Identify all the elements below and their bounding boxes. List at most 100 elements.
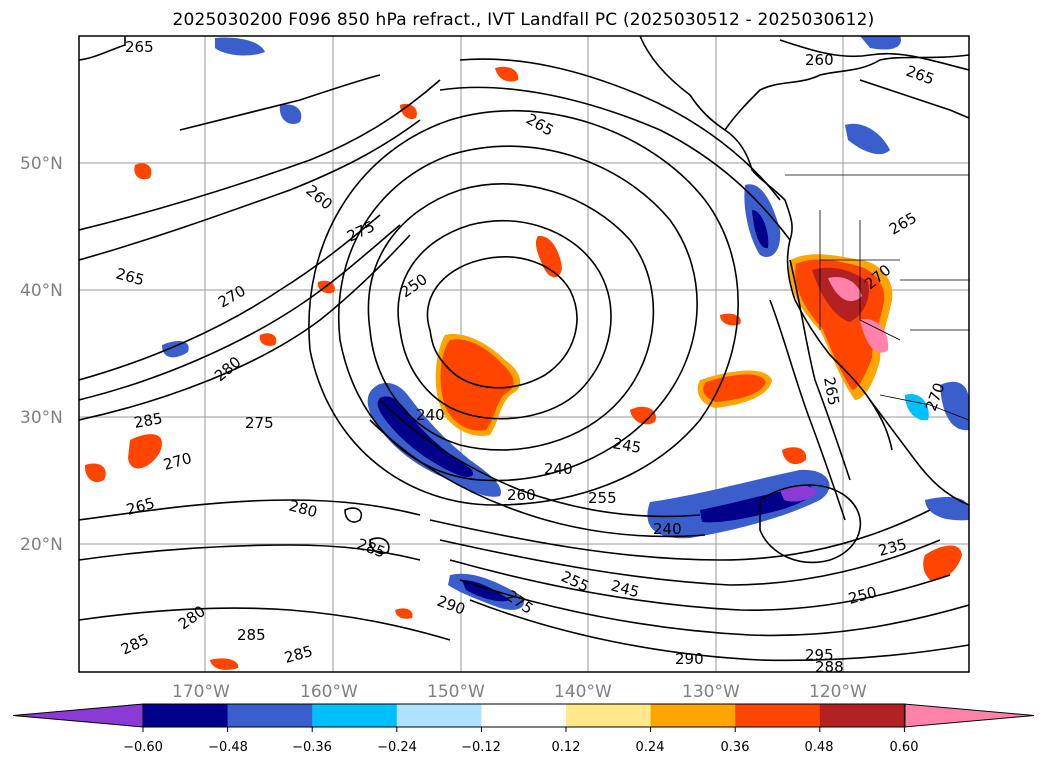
contour-label: 285 xyxy=(133,409,164,432)
contour-sw-band-2 xyxy=(79,224,401,401)
neg-region-ne-2 xyxy=(845,123,890,155)
colorbar-tick-label: −0.12 xyxy=(461,740,501,755)
map-title: 2025030200 F096 850 hPa refract., IVT La… xyxy=(172,10,875,30)
lon-label-120w: 120°W xyxy=(809,682,867,702)
colorbar-swatch xyxy=(735,704,821,727)
contour-south-west-2 xyxy=(79,544,421,561)
contour-east-2 xyxy=(769,299,846,521)
pos-region-dot-9 xyxy=(720,313,741,326)
colorbar-swatch xyxy=(481,704,567,727)
contour-bottom-1 xyxy=(79,607,451,641)
colorbar-swatch xyxy=(819,704,905,727)
contour-sw-band-3 xyxy=(79,234,411,421)
pos-region-dot-2 xyxy=(630,406,656,425)
lat-label-30n: 30°N xyxy=(20,408,63,428)
contour-south-1 xyxy=(429,509,931,561)
pos-region-dot-3 xyxy=(782,447,807,465)
colorbar-ticks xyxy=(142,727,905,732)
colorbar-tick-label: 0.60 xyxy=(890,740,919,755)
colorbar-swatch xyxy=(312,704,398,727)
contour-label: 275 xyxy=(245,414,274,432)
contour-label: 245 xyxy=(611,434,642,457)
contour-north-1 xyxy=(459,58,781,201)
map-frame xyxy=(78,35,970,673)
contour-low-center xyxy=(426,256,578,389)
contour-label: 265 xyxy=(125,38,154,56)
colorbar-tick-label: −0.48 xyxy=(208,740,248,755)
negative-anomaly-shading xyxy=(162,36,969,610)
pos-region-dot-5 xyxy=(395,608,413,619)
pos-region-east-center-core xyxy=(703,374,766,402)
contour-ring-5 xyxy=(308,109,739,506)
colorbar-tick-labels: −0.60 −0.48 −0.36 −0.24 −0.12 0.12 0.24 … xyxy=(123,740,918,755)
contour-label: 290 xyxy=(675,650,704,668)
contour-west-1 xyxy=(79,119,421,261)
coast-aleutians xyxy=(179,74,381,131)
contour-ring-4 xyxy=(338,145,698,482)
neg-region-west xyxy=(162,340,189,358)
coast-hawaii xyxy=(344,507,390,555)
neg-region-ne-corner xyxy=(860,36,901,50)
contour-ring-2 xyxy=(397,219,612,420)
coast-baja xyxy=(869,399,893,451)
pos-region-dot-7 xyxy=(259,333,277,346)
pos-region-dot-1 xyxy=(495,66,519,82)
contour-south-2 xyxy=(439,539,941,586)
contour-diagonal-1 xyxy=(379,399,701,518)
contour-label: 260 xyxy=(507,486,536,504)
coast-alaska xyxy=(639,36,969,132)
contour-sw-band-1 xyxy=(79,214,381,381)
map-plot-area: 265 260 265 265 260 275 270 265 250 280 … xyxy=(79,36,969,676)
contour-label: 240 xyxy=(416,406,445,424)
contour-diagonal-2 xyxy=(369,419,706,538)
colorbar-tick-label: −0.24 xyxy=(377,740,417,755)
colorbar-extend-right xyxy=(903,703,1035,728)
lon-label-170w: 170°W xyxy=(172,682,230,702)
contour-south-5 xyxy=(469,599,969,662)
pos-region-north-blob xyxy=(535,235,562,278)
contour-se-ring xyxy=(759,484,862,564)
pos-region-ca-max xyxy=(828,276,862,302)
contour-label: 240 xyxy=(653,520,682,538)
longitude-labels: 170°W 160°W 150°W 140°W 130°W 120°W xyxy=(172,682,867,702)
colorbar-tick-label: −0.60 xyxy=(123,740,163,755)
contour-east-1 xyxy=(789,259,851,481)
colorbar-outline xyxy=(142,703,906,728)
colorbar-swatch xyxy=(227,704,313,727)
pos-region-mexico xyxy=(923,545,962,581)
coast-us-west xyxy=(786,239,969,506)
neg-region-aleutian xyxy=(279,104,302,125)
coast-asia-nw xyxy=(79,36,126,61)
colorbar: −0.60 −0.48 −0.36 −0.24 −0.12 0.12 0.24 … xyxy=(12,703,1035,755)
refractivity-contours xyxy=(79,39,969,662)
colorbar-swatch xyxy=(143,704,229,727)
contour-south-west xyxy=(79,499,421,521)
colorbar-tick-label: 0.24 xyxy=(636,740,665,755)
pos-region-west-strip xyxy=(128,434,162,469)
colorbar-swatches xyxy=(12,703,1035,728)
colorbar-swatch xyxy=(396,704,482,727)
lon-label-130w: 130°W xyxy=(682,682,740,702)
colorbar-tick-label: 0.12 xyxy=(552,740,581,755)
lon-label-150w: 150°W xyxy=(427,682,485,702)
contour-north-2 xyxy=(439,86,791,241)
contour-south-4 xyxy=(459,579,969,637)
lat-label-50n: 50°N xyxy=(20,154,63,174)
colorbar-extend-left xyxy=(12,703,144,728)
contour-label: 240 xyxy=(544,460,573,478)
pos-region-far-west xyxy=(84,463,106,483)
colorbar-tick-label: −0.36 xyxy=(292,740,332,755)
colorbar-swatch xyxy=(566,704,652,727)
contour-ne-2 xyxy=(779,39,969,71)
latitude-labels: 50°N 40°N 30°N 20°N xyxy=(20,154,63,555)
neg-region-mexico xyxy=(925,497,969,521)
contour-label: 288 xyxy=(815,658,844,676)
neg-region-baja xyxy=(940,381,969,431)
contour-west-2 xyxy=(79,79,441,231)
neg-region-nw xyxy=(215,37,265,56)
pos-region-dot-4 xyxy=(134,163,152,180)
colorbar-tick-label: 0.48 xyxy=(805,740,834,755)
contour-label: 295 xyxy=(805,646,834,664)
contour-label: 265 xyxy=(820,376,843,407)
